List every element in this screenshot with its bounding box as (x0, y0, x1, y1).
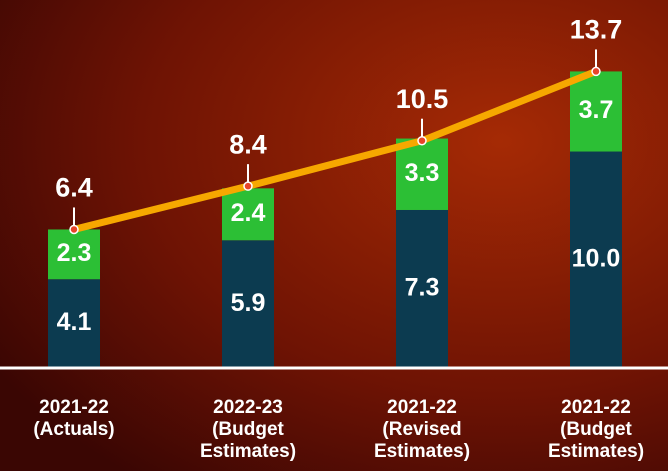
x-tick-label: Estimates) (200, 441, 296, 462)
total-line (70, 67, 600, 233)
value-label: 2.4 (231, 199, 266, 227)
value-label: 3.3 (405, 159, 440, 187)
x-tick-label: 2021-22 (561, 397, 631, 418)
value-label: 5.9 (231, 289, 266, 317)
value-label: 7.3 (405, 274, 440, 302)
x-tick-label: (Actuals) (33, 419, 114, 440)
x-tick-label: (Budget (212, 419, 284, 440)
bar-segment (396, 209, 448, 368)
x-tick-label: 2022-23 (213, 397, 283, 418)
bar-segment (570, 151, 622, 368)
x-tick-label: Estimates) (548, 441, 644, 462)
total-label: 6.4 (55, 173, 93, 203)
total-point (69, 224, 79, 235)
total-label: 8.4 (229, 129, 267, 159)
x-tick-label: Estimates) (374, 441, 470, 462)
x-tick-label: (Budget (560, 419, 632, 440)
total-point (417, 135, 427, 146)
bar-segment (222, 240, 274, 368)
value-label: 10.0 (572, 244, 621, 272)
value-label: 2.3 (57, 239, 92, 267)
bar-segment (48, 229, 100, 280)
value-label: 4.1 (57, 308, 92, 336)
x-tick-label: 2021-22 (39, 397, 109, 418)
value-label: 3.7 (579, 96, 614, 124)
total-point (591, 66, 601, 77)
bar-segment (48, 279, 100, 368)
x-tick-label: 2021-22 (387, 397, 457, 418)
bar-segment (570, 71, 622, 152)
total-label: 10.5 (396, 84, 449, 114)
total-label: 13.7 (570, 15, 623, 45)
bar-segment (222, 188, 274, 241)
total-point (243, 181, 253, 191)
x-tick-label: (Revised (382, 419, 461, 440)
bar-segment (396, 138, 448, 210)
